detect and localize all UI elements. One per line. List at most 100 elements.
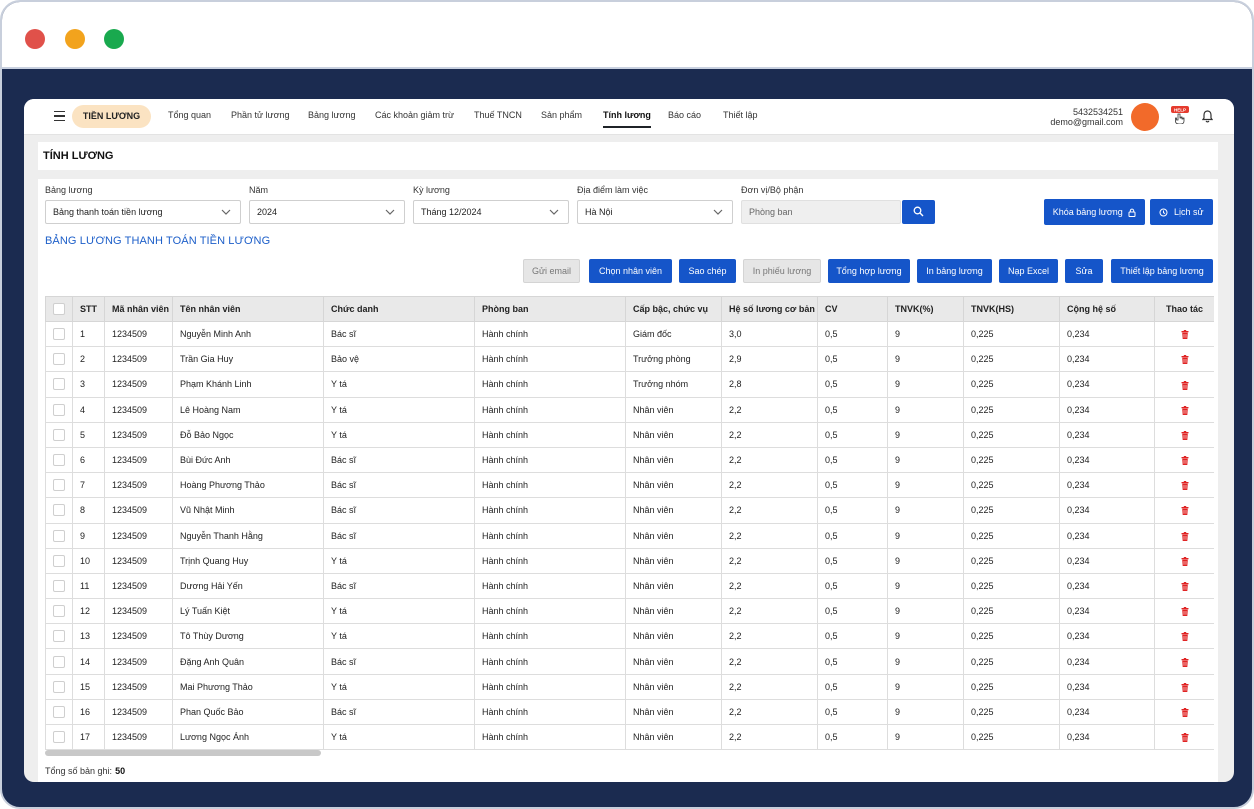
- nav-item-pit[interactable]: Thuế TNCN: [474, 110, 522, 120]
- row-checkbox[interactable]: [53, 605, 65, 618]
- table-row[interactable]: 9 1234509 Nguyễn Thanh Hằng Bác sĩ Hành chín…: [45, 522, 1214, 549]
- minimize-window-button[interactable]: [65, 29, 85, 49]
- table-row[interactable]: 2 1234509 Trần Gia Huy Bảo vệ Hành chính Trưở…: [45, 346, 1214, 373]
- copy-button[interactable]: Sao chép: [679, 259, 736, 283]
- header-job-title[interactable]: Chức danh: [323, 296, 475, 322]
- period-select[interactable]: Tháng 12/2024: [413, 200, 569, 224]
- bell-icon[interactable]: [1201, 110, 1214, 123]
- header-level[interactable]: Cấp bậc, chức vụ: [625, 296, 722, 322]
- row-checkbox[interactable]: [53, 705, 65, 718]
- table-row[interactable]: 5 1234509 Đỗ Bảo Ngọc Y tá Hành chính Nhân vi…: [45, 421, 1214, 448]
- table-row[interactable]: 12 1234509 Lý Tuấn Kiệt Y tá Hành chính Nhân …: [45, 598, 1214, 625]
- module-badge[interactable]: TIỀN LƯƠNG: [72, 105, 151, 128]
- print-payslip-button[interactable]: In phiếu lương: [743, 259, 821, 283]
- search-button[interactable]: [902, 200, 935, 224]
- row-checkbox[interactable]: [53, 504, 65, 517]
- year-select[interactable]: 2024: [249, 200, 405, 224]
- trash-icon[interactable]: [1181, 556, 1189, 566]
- horizontal-scrollbar[interactable]: [45, 750, 321, 756]
- payroll-select[interactable]: Bảng thanh toán tiền lương: [45, 200, 241, 224]
- trash-icon[interactable]: [1181, 330, 1189, 340]
- header-total-coefficient[interactable]: Cộng hệ số: [1059, 296, 1155, 322]
- row-checkbox[interactable]: [53, 630, 65, 643]
- trash-icon[interactable]: [1181, 531, 1189, 541]
- nav-item-calculate-salary[interactable]: Tính lương: [603, 110, 651, 128]
- row-checkbox[interactable]: [53, 655, 65, 668]
- import-excel-button[interactable]: Nạp Excel: [999, 259, 1058, 283]
- nav-item-reports[interactable]: Báo cáo: [668, 110, 702, 120]
- table-row[interactable]: 8 1234509 Vũ Nhật Minh Bác sĩ Hành chính Nhân…: [45, 497, 1214, 524]
- choose-employee-button[interactable]: Chọn nhân viên: [589, 259, 672, 283]
- payroll-setup-button[interactable]: Thiết lập bảng lương: [1111, 259, 1213, 283]
- select-all-checkbox[interactable]: [53, 303, 65, 315]
- trash-icon[interactable]: [1181, 506, 1189, 516]
- row-checkbox[interactable]: [53, 479, 65, 492]
- header-tnvk-hs[interactable]: TNVK(HS): [963, 296, 1060, 322]
- row-checkbox[interactable]: [53, 529, 65, 542]
- menu-icon[interactable]: [54, 111, 65, 121]
- header-stt[interactable]: STT: [72, 296, 105, 322]
- table-row[interactable]: 16 1234509 Phan Quốc Bảo Bác sĩ Hành chính Nh…: [45, 698, 1214, 726]
- row-checkbox[interactable]: [53, 353, 65, 366]
- send-email-button[interactable]: Gửi email: [523, 259, 580, 283]
- nav-item-payroll[interactable]: Bảng lương: [308, 110, 356, 120]
- nav-item-settings[interactable]: Thiết lập: [723, 110, 758, 120]
- row-checkbox[interactable]: [53, 579, 65, 592]
- table-row[interactable]: 1 1234509 Nguyễn Minh Anh Bác sĩ Hành chính G…: [45, 320, 1214, 348]
- edit-button[interactable]: Sửa: [1065, 259, 1103, 283]
- trash-icon[interactable]: [1181, 607, 1189, 617]
- header-employee-code[interactable]: Mã nhân viên: [104, 296, 173, 322]
- nav-item-overview[interactable]: Tổng quan: [168, 110, 212, 120]
- lock-payroll-button[interactable]: Khóa bảng lương: [1044, 199, 1145, 225]
- nav-item-deductions[interactable]: Các khoản giảm trừ: [375, 110, 455, 120]
- row-checkbox[interactable]: [53, 378, 65, 391]
- header-cv[interactable]: CV: [817, 296, 888, 322]
- header-base-coefficient[interactable]: Hệ số lương cơ bản: [721, 296, 818, 322]
- table-row[interactable]: 3 1234509 Phạm Khánh Linh Y tá Hành chính Trư…: [45, 371, 1214, 398]
- row-checkbox[interactable]: [53, 680, 65, 693]
- table-row[interactable]: 13 1234509 Tô Thùy Dương Y tá Hành chính Nhân…: [45, 623, 1214, 650]
- trash-icon[interactable]: [1181, 707, 1189, 717]
- salary-summary-button[interactable]: Tổng hợp lương: [828, 259, 910, 283]
- cell-tnvk-hs: 0,225: [963, 598, 1060, 625]
- trash-icon[interactable]: [1181, 405, 1189, 415]
- trash-icon[interactable]: [1181, 632, 1189, 642]
- row-checkbox[interactable]: [53, 328, 65, 341]
- row-checkbox[interactable]: [53, 403, 65, 416]
- trash-icon[interactable]: [1181, 733, 1189, 743]
- location-select[interactable]: Hà Nội: [577, 200, 733, 224]
- trash-icon[interactable]: [1181, 682, 1189, 692]
- row-checkbox[interactable]: [53, 454, 65, 467]
- nav-item-salary-elements[interactable]: Phần tử lương: [231, 110, 290, 120]
- row-checkbox[interactable]: [53, 554, 65, 567]
- help-icon[interactable]: HELP: [1171, 106, 1189, 125]
- avatar[interactable]: [1131, 103, 1159, 131]
- row-checkbox[interactable]: [53, 428, 65, 441]
- maximize-window-button[interactable]: [104, 29, 124, 49]
- table-row[interactable]: 10 1234509 Trịnh Quang Huy Y tá Hành chính Nh…: [45, 547, 1214, 574]
- trash-icon[interactable]: [1181, 430, 1189, 440]
- dept-input[interactable]: Phòng ban: [741, 200, 901, 224]
- table-row[interactable]: 7 1234509 Hoàng Phương Thảo Bác sĩ Hành chín…: [45, 472, 1214, 499]
- trash-icon[interactable]: [1181, 481, 1189, 491]
- nav-item-products[interactable]: Sản phẩm: [541, 110, 583, 120]
- close-window-button[interactable]: [25, 29, 45, 49]
- trash-icon[interactable]: [1181, 582, 1189, 592]
- history-button[interactable]: Lịch sử: [1150, 199, 1213, 225]
- print-payroll-button[interactable]: In bảng lương: [917, 259, 992, 283]
- table-row[interactable]: 4 1234509 Lê Hoàng Nam Y tá Hành chính Nhân v…: [45, 396, 1214, 423]
- table-row[interactable]: 17 1234509 Lương Ngọc Ánh Y tá Hành chính Nhâ…: [45, 723, 1214, 750]
- table-row[interactable]: 11 1234509 Dương Hải Yến Bác sĩ Hành chính Nh…: [45, 572, 1214, 600]
- trash-icon[interactable]: [1181, 380, 1189, 390]
- header-tnvk-percent[interactable]: TNVK(%): [887, 296, 964, 322]
- table-row[interactable]: 14 1234509 Đặng Anh Quân Bác sĩ Hành chính Nh…: [45, 648, 1214, 675]
- table-row[interactable]: 6 1234509 Bùi Đức Anh Bác sĩ Hành chính Nhân …: [45, 446, 1214, 474]
- row-checkbox[interactable]: [53, 731, 65, 744]
- trash-icon[interactable]: [1181, 355, 1189, 365]
- trash-icon[interactable]: [1181, 657, 1189, 667]
- trash-icon[interactable]: [1181, 456, 1189, 466]
- table-row[interactable]: 15 1234509 Mai Phương Thảo Y tá Hành chính Nh…: [45, 673, 1214, 700]
- header-department[interactable]: Phòng ban: [474, 296, 626, 322]
- header-employee-name[interactable]: Tên nhân viên: [172, 296, 324, 322]
- location-select-value: Hà Nội: [585, 207, 613, 217]
